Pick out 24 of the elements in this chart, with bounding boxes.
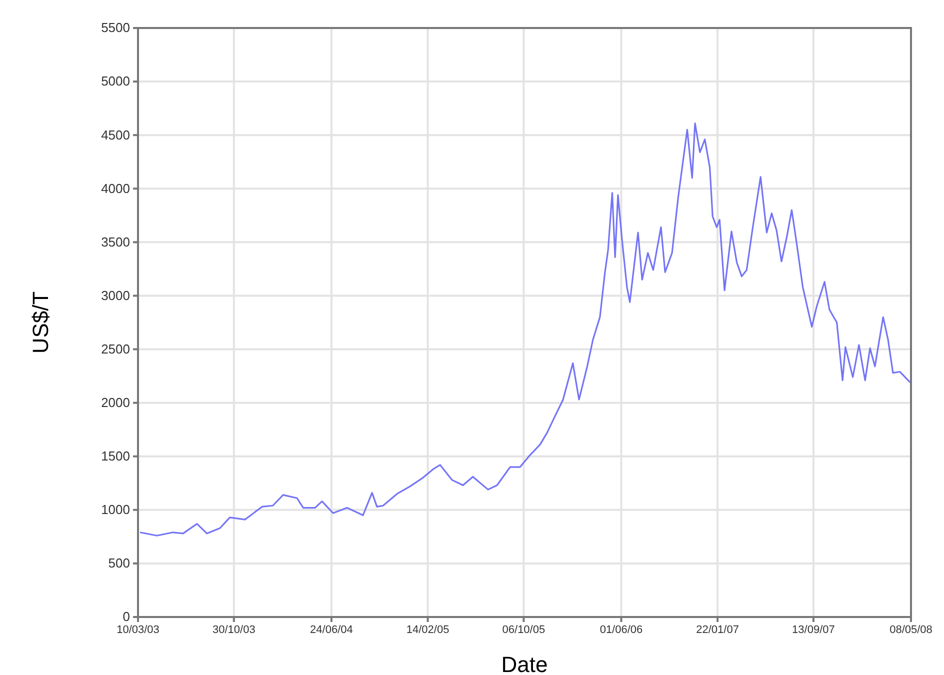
x-tick-label: 01/06/06 [600, 624, 643, 636]
y-tick-label: 2500 [101, 341, 130, 356]
y-tick-label: 4000 [101, 180, 130, 196]
y-tick-label: 5000 [101, 74, 130, 89]
x-tick-label: 22/01/07 [696, 624, 739, 636]
x-tick-label: 06/10/05 [502, 624, 546, 636]
y-tick-label: 3000 [101, 288, 130, 303]
x-tick-label: 10/03/03 [116, 624, 160, 636]
y-tick-label: 500 [108, 556, 130, 571]
x-axis-title: Date [501, 652, 548, 675]
y-tick-label: 2000 [101, 394, 130, 410]
line-series [139, 122, 911, 536]
y-tick-label: 3500 [101, 234, 130, 250]
x-tick-label: 14/02/05 [406, 624, 450, 636]
y-tick-label: 1500 [101, 448, 130, 464]
y-tick-label: 4500 [101, 127, 130, 142]
y-tick-label: 1000 [101, 502, 130, 518]
y-tick-label: 0 [122, 609, 130, 624]
y-axis-title: US$/T [28, 291, 53, 354]
x-tick-label: 13/09/07 [792, 624, 835, 636]
x-tick-label: 08/05/08 [890, 624, 932, 636]
x-tick-label: 24/06/04 [310, 624, 353, 636]
x-tick-label: 30/10/03 [212, 624, 256, 636]
y-tick-label: 5500 [101, 20, 130, 36]
